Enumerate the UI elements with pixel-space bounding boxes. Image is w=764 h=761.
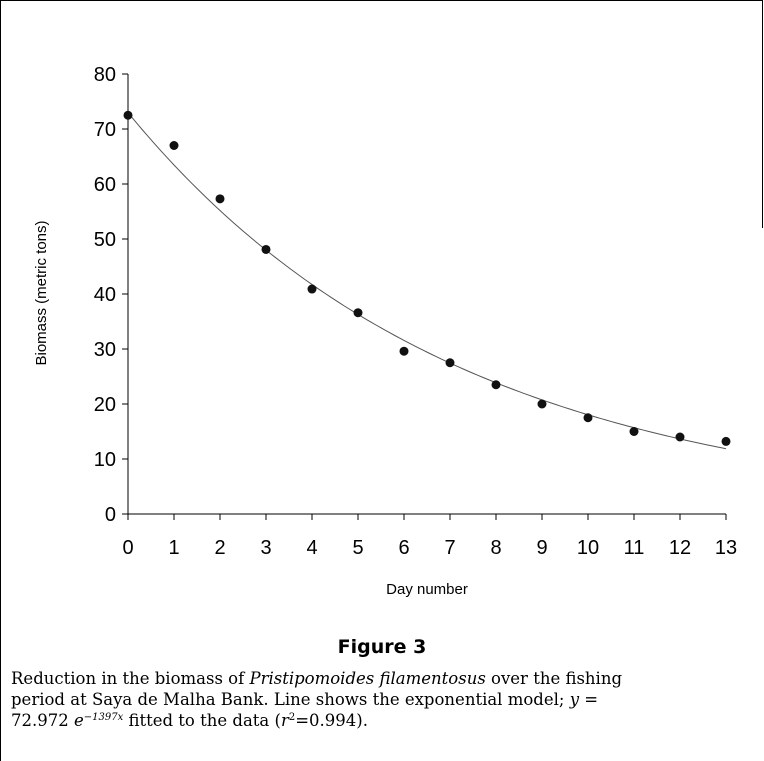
x-tick-label: 5 (352, 537, 363, 559)
x-tick-label: 4 (306, 537, 317, 559)
x-tick-label: 6 (398, 537, 409, 559)
caption-text: period at Saya de Malha Bank. Line shows… (11, 690, 570, 709)
y-tick-label: 0 (105, 504, 116, 526)
caption-text: fitted to the data ( (123, 711, 281, 730)
data-point (307, 284, 317, 294)
data-point (399, 346, 409, 356)
equation-coefficient: 72.972 (11, 711, 74, 730)
x-axis-label: Day number (386, 581, 468, 598)
r-squared-superscript: 2 (288, 712, 296, 723)
figure-frame-right (762, 0, 763, 228)
y-tick-label: 50 (94, 229, 116, 251)
y-tick-label: 80 (94, 64, 116, 86)
r-symbol: r (280, 711, 289, 730)
figure-frame-top (0, 0, 763, 1)
data-points (123, 110, 731, 446)
figure-label: Figure 3 (337, 636, 427, 658)
data-point (169, 141, 179, 150)
figure-caption-block: Figure 3 Reduction in the biomass of Pri… (0, 636, 764, 731)
equation-e: e (73, 711, 84, 730)
y-tick-label: 10 (94, 449, 116, 471)
data-point (261, 244, 271, 254)
caption-line-1: Reduction in the biomass of Pristipomoid… (11, 668, 751, 689)
y-tick-label: 20 (94, 394, 116, 416)
y-tick-label: 70 (94, 119, 116, 141)
data-point (721, 436, 731, 446)
figure-frame-left (0, 0, 1, 761)
caption-text: =0.994). (295, 711, 368, 730)
data-point (491, 380, 501, 390)
caption-text: = (579, 690, 599, 709)
y-tick-label: 40 (94, 284, 116, 306)
data-point (215, 194, 225, 204)
x-tick-label: 7 (444, 537, 455, 559)
figure-caption: Reduction in the biomass of Pristipomoid… (11, 668, 751, 731)
x-tick-label: 11 (624, 537, 645, 559)
x-tick-label: 10 (577, 537, 599, 559)
x-tick-label: 1 (168, 537, 179, 559)
data-point (675, 432, 685, 442)
fit-curve (127, 112, 727, 450)
data-point (629, 427, 639, 436)
data-point (353, 308, 363, 318)
x-tick-label: 8 (490, 537, 501, 559)
data-point (537, 399, 547, 409)
x-tick-label: 2 (214, 537, 225, 559)
exponential-fit-line (127, 112, 727, 450)
x-tick-label: 9 (536, 537, 547, 559)
y-axis-label: Biomass (metric tons) (33, 220, 50, 365)
equation-y: y (569, 690, 580, 709)
x-tick-label: 13 (715, 537, 737, 559)
y-tick-label: 30 (94, 339, 116, 361)
caption-text: over the fishing (485, 669, 623, 688)
data-point (583, 413, 593, 423)
caption-line-3: 72.972 e−1397x fitted to the data (r2=0.… (11, 710, 751, 731)
species-name: Pristipomoides filamentosus (249, 669, 486, 688)
data-point (445, 358, 455, 368)
x-tick-label: 0 (122, 537, 133, 559)
equation-exponent: −1397x (83, 712, 124, 723)
x-tick-label: 12 (669, 537, 691, 559)
x-tick-label: 3 (260, 537, 271, 559)
caption-line-2: period at Saya de Malha Bank. Line shows… (11, 689, 751, 710)
data-point (123, 110, 133, 120)
caption-text: Reduction in the biomass of (11, 669, 250, 688)
y-tick-label: 60 (94, 174, 116, 196)
